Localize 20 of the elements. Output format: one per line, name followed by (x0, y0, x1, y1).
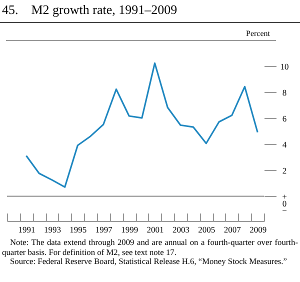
x-tick-label: 2003 (172, 224, 190, 234)
y-tick-label: + 0 − (282, 192, 288, 216)
x-tick-label: 1993 (44, 224, 61, 234)
x-tick-label: 2001 (146, 224, 164, 234)
chart-title: 45. M2 growth rate, 1991–2009 (0, 0, 300, 23)
x-tick-label: 1997 (95, 224, 112, 234)
x-tick-label: 1991 (18, 224, 36, 234)
x-tick-label: 1999 (121, 224, 138, 234)
y-tick-label: 6 (282, 113, 287, 124)
x-tick-label: 2009 (250, 224, 267, 234)
y-tick-label: 4 (282, 140, 288, 150)
y-axis-title: Percent (6, 23, 276, 41)
y-tick-label: 10 (280, 61, 289, 72)
text: Note: The data extend through 2009 and are annual on a fourth-quarter over fourth-quarter basis. For definition of M2, see text note 17. (2, 238, 298, 258)
y-tick-label: 8 (282, 87, 287, 98)
y-tick-label: 2 (282, 166, 287, 176)
x-tick-label: 2007 (224, 224, 241, 234)
x-tick-label: 1995 (70, 224, 87, 234)
source-note: Source: Federal Reserve Board, Statistical Release H.6, “Money Stock Measures.” (9, 257, 288, 267)
x-tick-label: 2005 (198, 224, 216, 234)
